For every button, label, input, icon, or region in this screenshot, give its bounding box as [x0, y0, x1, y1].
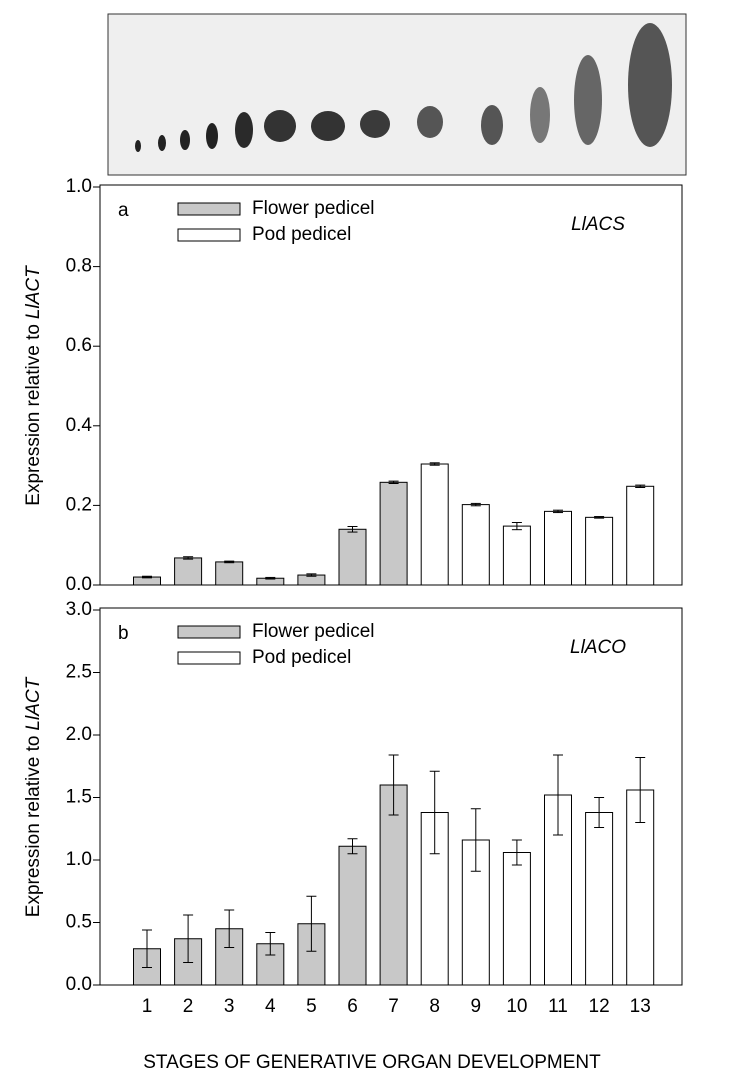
y-axis-title-gene: LlACT [23, 265, 44, 319]
x-tick-label: 1 [142, 996, 153, 1017]
error-bar [553, 509, 563, 514]
x-tick-label: 8 [429, 996, 440, 1017]
error-bar [429, 462, 440, 466]
y-tick-label: 0.5 [66, 912, 92, 933]
error-bar [594, 797, 605, 828]
legend-swatch [177, 625, 241, 639]
y-tick-label: 0.0 [66, 574, 92, 595]
bar [544, 510, 572, 586]
legend-label: Flower pedicel [252, 621, 375, 642]
error-bar [265, 932, 276, 956]
error-bar [142, 929, 152, 968]
legend-swatch [177, 202, 241, 216]
bar [626, 485, 655, 586]
error-bar [347, 838, 358, 855]
error-bar [183, 914, 194, 963]
x-tick-label: 5 [306, 996, 317, 1017]
bar [379, 784, 408, 986]
error-bar [511, 839, 522, 866]
y-tick-label: 0.6 [66, 335, 92, 356]
y-tick-label: 1.0 [66, 849, 92, 870]
panel-label: b [118, 623, 129, 644]
error-bar [553, 754, 563, 836]
x-tick-label: 4 [265, 996, 276, 1017]
error-bar [470, 808, 481, 872]
x-tick-label: 11 [548, 996, 568, 1017]
bar [338, 845, 367, 986]
y-axis-title-gene: LlACT [23, 676, 44, 730]
y-tick-label: 1.5 [66, 787, 92, 808]
bar [174, 557, 203, 586]
y-axis-title-text: Expression relative to [23, 324, 44, 506]
y-tick-label: 0.8 [66, 256, 92, 277]
y-tick-label: 0.0 [66, 974, 92, 995]
y-tick-label: 3.0 [66, 599, 92, 620]
legend-label: Pod pedicel [252, 224, 351, 245]
y-axis-title: Expression relative to LlACT [23, 676, 44, 917]
x-tick-label: 12 [589, 996, 610, 1017]
error-bar [306, 573, 317, 577]
legend-label: Pod pedicel [252, 647, 351, 668]
bar [502, 525, 531, 586]
bar [585, 812, 614, 986]
gene-label: LlACS [571, 214, 625, 235]
error-bar [224, 909, 235, 948]
x-tick-label: 7 [388, 996, 399, 1017]
error-bar [306, 895, 317, 952]
error-bar [511, 522, 522, 531]
bar [585, 516, 614, 586]
bar [379, 481, 408, 586]
legend-swatch [177, 651, 241, 665]
x-axis-title: STAGES OF GENERATIVE ORGAN DEVELOPMENT [143, 1052, 601, 1073]
bar [215, 561, 244, 586]
error-bar [224, 560, 235, 564]
y-axis-title: Expression relative to LlACT [23, 265, 44, 506]
error-bar [594, 516, 605, 519]
error-bar [265, 576, 276, 580]
bar [502, 852, 531, 986]
error-bar [388, 754, 399, 816]
y-tick-label: 0.4 [66, 415, 93, 436]
error-bar [429, 770, 440, 855]
bar [338, 528, 367, 586]
error-bar [635, 757, 646, 823]
y-tick-label: 0.2 [66, 494, 92, 515]
x-tick-label: 10 [506, 996, 527, 1017]
x-tick-label: 2 [183, 996, 194, 1017]
error-bar [142, 575, 152, 579]
x-tick-label: 13 [630, 996, 651, 1017]
bar [420, 463, 449, 586]
y-tick-label: 1.0 [66, 176, 92, 197]
bar [461, 504, 490, 586]
photo [107, 13, 687, 176]
y-tick-label: 2.5 [66, 662, 92, 683]
error-bar [347, 525, 358, 533]
error-bar [635, 484, 646, 488]
y-tick-label: 2.0 [66, 724, 92, 745]
legend-swatch [177, 228, 241, 242]
error-bar [470, 502, 481, 507]
x-tick-label: 9 [471, 996, 482, 1017]
error-bar [183, 556, 194, 560]
x-tick-label: 3 [224, 996, 235, 1017]
legend-label: Flower pedicel [252, 198, 375, 219]
x-tick-label: 6 [347, 996, 358, 1017]
error-bar [388, 480, 399, 485]
y-axis-title-text: Expression relative to [23, 736, 44, 918]
panel-label: a [118, 200, 129, 221]
gene-label: LlACO [570, 637, 626, 658]
